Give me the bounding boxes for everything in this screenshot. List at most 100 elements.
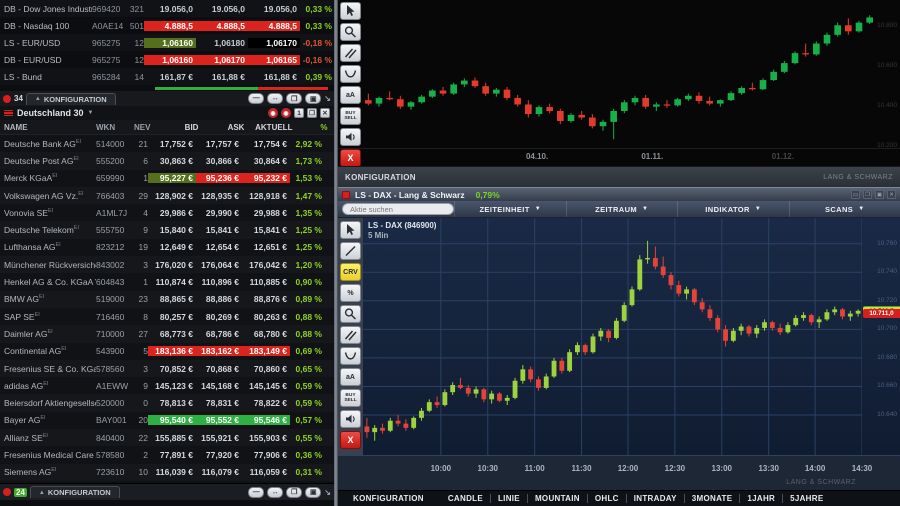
stock-name: Bayer AGEI <box>4 415 46 426</box>
minimize-button[interactable]: — <box>248 486 265 498</box>
tab-konfiguration[interactable]: ▲ KONFIGURATION <box>25 92 116 105</box>
expand-button[interactable]: ↔ <box>267 93 284 104</box>
index-row[interactable]: LS - Bund 965284 14 161,87 € 161,88 € 161,88 … <box>0 68 334 85</box>
stock-search-input[interactable] <box>342 203 454 215</box>
watchlist-row[interactable]: Fresenius SE & Co. KGaAE578560 3 70,852 € 7… <box>0 359 334 378</box>
toolbar-linie[interactable]: LINIE <box>498 494 520 503</box>
toolbar-ohlc[interactable]: OHLC <box>594 494 619 503</box>
text-tool-button[interactable]: aA <box>340 86 361 104</box>
watchlist-row[interactable]: Beiersdorf Aktiengesellsc 520000 0 78,813 €… <box>0 394 334 412</box>
watchlist-row[interactable]: Bayer AGEI BAY001 20 95,540 €95,552 €95,546… <box>0 411 334 430</box>
window-button[interactable]: ✕ <box>887 190 896 199</box>
intraday-candlestick-chart[interactable] <box>363 218 862 455</box>
index-percent: -0,16 % <box>302 54 332 65</box>
watchlist-row[interactable]: Vonovia SEEI A1ML7J 4 29,986 € 29,990 € 29,98… <box>0 204 334 222</box>
column-header[interactable]: WKN <box>96 122 116 132</box>
column-header[interactable]: NAME <box>4 122 28 132</box>
menu-indikator[interactable]: INDIKATOR ▼ <box>677 201 789 217</box>
chevron-down-icon[interactable]: ▼ <box>87 110 94 116</box>
toolbar-mountain[interactable]: MOUNTAIN <box>534 494 580 503</box>
watchlist-row[interactable]: 75,301 €75,326 €75,318 €0,29 % <box>0 480 334 483</box>
buy-sell-button-button[interactable]: BUY SELL <box>340 389 361 407</box>
column-header[interactable]: % <box>320 122 328 132</box>
column-header[interactable]: ASK <box>227 122 245 132</box>
watchlist-row[interactable]: SAP SEEI 716460 8 80,257 € 80,269 € 80,263 € 0… <box>0 307 334 326</box>
intraday-chart-title-bar: LS - DAX - Lang & Schwarz 0,79% ▭ ❐ ▣ ✕ <box>338 187 900 201</box>
tab-konfiguration[interactable]: ▲ KONFIGURATION <box>29 486 120 498</box>
window-button[interactable]: ▣ <box>305 486 322 498</box>
watchlist-row[interactable]: Münchener Rückversiche 843002 3 176,020 € 17… <box>0 256 334 274</box>
x-axis-label: 14:30 <box>851 464 873 473</box>
sound-button-button[interactable] <box>340 128 361 146</box>
line-tool-button[interactable] <box>340 242 361 260</box>
curve-tool-button[interactable] <box>340 347 361 365</box>
text-tool-button[interactable]: aA <box>340 368 361 386</box>
window-button[interactable]: ▭ <box>851 190 860 199</box>
watchlist-row[interactable]: Fresenius Medical Care A 578580 2 77,891 € 7… <box>0 446 334 464</box>
watchlist-row[interactable]: Deutsche Bank AGEI 514000 21 17,752 € 17,757… <box>0 135 334 153</box>
popout-button[interactable]: ❐ <box>307 108 317 118</box>
watchlist-row[interactable]: Allianz SEEI 840400 22 155,885 € 155,921 € 15… <box>0 429 334 447</box>
sound-button-button[interactable] <box>340 410 361 428</box>
parallel-lines-tool-button[interactable] <box>340 326 361 344</box>
cursor-tool-button[interactable] <box>340 2 361 20</box>
stock-ask: 176,064 € <box>201 259 239 270</box>
daily-candlestick-chart[interactable] <box>363 0 875 148</box>
watchlist-row[interactable]: Deutsche Post AGEI 555200 6 30,863 € 30,866 … <box>0 152 334 170</box>
popout-button[interactable]: ❐ <box>286 486 303 498</box>
window-button[interactable]: ▣ <box>305 93 322 104</box>
watchlist-row[interactable]: Volkswagen AG Vz.EI 766403 29 128,902 € 128,… <box>0 186 334 205</box>
buy-sell-button-button[interactable]: BUY SELL <box>340 107 361 125</box>
watchlist-row[interactable]: Deutsche TelekomEI 555750 9 15,840 € 15,841 … <box>0 221 334 239</box>
menu-scans[interactable]: SCANS ▼ <box>788 201 900 217</box>
column-header[interactable]: AKTUELL <box>255 122 293 132</box>
zoom-tool-button[interactable] <box>340 305 361 323</box>
close-button[interactable]: ✕ <box>320 108 330 118</box>
watchlist-row[interactable]: adidas AGEI A1EWW 9 145,123 € 145,168 € 145,1… <box>0 377 334 395</box>
index-row[interactable]: DB - Nasdaq 100 A0AE14 501 4.888,5 4.888,5 4.… <box>0 17 334 34</box>
watchlist-row[interactable]: BMW AGEI 519000 23 88,865 € 88,886 € 88,876 €… <box>0 290 334 308</box>
toolbar-konfiguration[interactable]: KONFIGURATION <box>353 494 424 503</box>
cursor-tool-button[interactable] <box>340 221 361 239</box>
close-chart-button[interactable]: X <box>340 431 361 449</box>
zoom-tool-button[interactable] <box>340 23 361 41</box>
menu-icon[interactable] <box>4 109 13 117</box>
index-row[interactable]: LS - EUR/USD 965275 12 1,06160 1,06180 1,0617… <box>0 34 334 51</box>
watchlist-row[interactable]: Lufthansa AGEI 823212 19 12,649 € 12,654 € 12… <box>0 238 334 257</box>
expand-button[interactable]: ↔ <box>267 486 284 498</box>
konfiguration-label[interactable]: KONFIGURATION <box>345 172 416 182</box>
toolbar-5jahre[interactable]: 5JAHRE <box>790 494 824 503</box>
stock-name: Vonovia SEEI <box>4 207 54 218</box>
mute-button[interactable]: ◉ <box>281 108 291 118</box>
percent-tool-button[interactable]: % <box>340 284 361 302</box>
menu-zeitraum[interactable]: ZEITRAUM ▼ <box>565 201 678 217</box>
window-button[interactable]: ▣ <box>875 190 884 199</box>
parallel-lines-tool-button[interactable] <box>340 44 361 62</box>
stock-name: Lufthansa AGEI <box>4 242 61 253</box>
minimize-button[interactable]: — <box>248 93 265 104</box>
column-header[interactable]: NEV <box>134 122 151 132</box>
toolbar-1jahr[interactable]: 1JAHR <box>747 494 776 503</box>
column-header[interactable]: BID <box>184 122 199 132</box>
menu-zeiteinheit[interactable]: ZEITEINHEIT ▼ <box>454 201 566 217</box>
toolbar-3monate[interactable]: 3MONATE <box>691 494 733 503</box>
watchlist-row[interactable]: Daimler AGEI 710000 27 68,773 € 68,786 € 68,7… <box>0 325 334 343</box>
resize-handle[interactable]: ↘ <box>324 94 331 103</box>
watchlist-row[interactable]: Siemens AGEI 723610 10 116,039 € 116,079 € 11… <box>0 463 334 481</box>
toolbar-candle[interactable]: CANDLE <box>447 494 483 503</box>
toolbar-intraday[interactable]: INTRADAY <box>633 494 677 503</box>
index-row[interactable]: DB - EUR/USD 965275 12 1,06160 1,06170 1,0616… <box>0 51 334 68</box>
watchlist-title[interactable]: Deutschland 30 <box>17 108 84 118</box>
watchlist-row[interactable]: Henkel AG & Co. KGaA V. 604843 1 110,874 € 1… <box>0 273 334 291</box>
alert-button[interactable]: ◉ <box>268 108 278 118</box>
watchlist-row[interactable]: Continental AGEI 543900 5 183,136 €183,162 … <box>0 342 334 360</box>
resize-handle[interactable]: ↘ <box>324 487 331 497</box>
crv-tool-button[interactable]: CRV <box>340 263 361 281</box>
watchlist-row[interactable]: Merck KGaAEI 659990 1 95,227 €95,236 €95,23… <box>0 169 334 187</box>
curve-tool-button[interactable] <box>340 65 361 83</box>
popout-button[interactable]: ❐ <box>286 93 303 104</box>
window-button[interactable]: ❐ <box>863 190 872 199</box>
chart-toolbar-left: aA BUY SELL X <box>338 0 363 167</box>
index-row[interactable]: DB - Dow Jones Industria 969420 321 19.056,… <box>0 0 334 17</box>
window-divider[interactable] <box>334 0 338 506</box>
